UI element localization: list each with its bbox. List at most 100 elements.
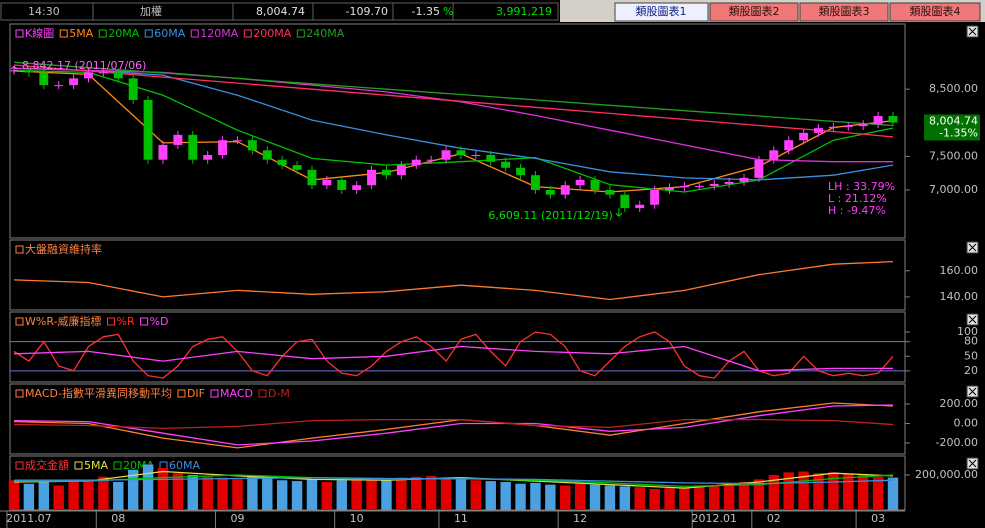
series-line <box>13 64 894 138</box>
tab-label[interactable]: 類股圖表2 <box>729 4 780 18</box>
candle <box>739 177 749 182</box>
legend-label: W%R-威廉指標 <box>25 314 102 328</box>
candle <box>456 150 466 156</box>
legend-label: 60MA <box>169 459 200 472</box>
tab-label[interactable]: 類股圖表3 <box>819 4 870 18</box>
tab-label[interactable]: 類股圖表4 <box>910 4 961 18</box>
y-tick-label: 100 <box>957 325 978 338</box>
candle <box>98 72 108 74</box>
bar <box>798 471 809 510</box>
bar <box>291 481 303 510</box>
last-change: -1.35% <box>939 126 978 139</box>
legend-label: 240MA <box>306 27 344 40</box>
high-label: 8,842.17 (2011/07/06) <box>22 59 146 72</box>
candle <box>888 116 898 123</box>
y-tick-label: 80 <box>964 335 978 348</box>
legend-label: 120MA <box>200 27 238 40</box>
bar <box>857 474 869 510</box>
legend-label: DIF <box>187 387 205 400</box>
candle <box>501 161 511 168</box>
candle <box>590 179 600 190</box>
bar <box>738 481 750 510</box>
candle <box>635 204 645 209</box>
tab[interactable] <box>799 2 889 22</box>
legend-swatch <box>113 461 122 470</box>
pct-sign: % <box>443 5 453 18</box>
bar <box>172 473 184 510</box>
low-label: 6,609.11 (2011/12/19) <box>488 209 612 222</box>
bar <box>723 483 735 510</box>
candle <box>292 165 302 170</box>
bar <box>589 484 601 510</box>
candle <box>396 165 406 176</box>
bar <box>843 474 854 510</box>
tab[interactable] <box>889 2 981 22</box>
bar <box>530 482 541 510</box>
series-line <box>13 260 894 301</box>
bar <box>887 477 899 510</box>
y-tick-label: 0.00 <box>954 417 979 430</box>
candle <box>754 159 764 178</box>
legend-swatch <box>59 29 68 38</box>
bar <box>247 476 258 510</box>
y-tick-label: 200.00 <box>940 397 979 410</box>
legend-label: 大盤融資維持率 <box>25 242 102 256</box>
y-tick-label: 50 <box>964 349 978 362</box>
bar <box>83 481 94 510</box>
bar <box>545 484 556 510</box>
bar <box>813 473 824 510</box>
candle <box>247 140 257 151</box>
bar <box>98 476 109 510</box>
bar <box>828 472 839 510</box>
candle <box>545 189 555 195</box>
legend-label: 20MA <box>108 27 139 40</box>
bar <box>485 481 496 510</box>
bar <box>649 488 660 510</box>
candle <box>858 124 868 127</box>
candle <box>799 132 809 141</box>
close-buttons <box>966 25 979 470</box>
close-icon <box>968 27 977 468</box>
legend-label: MACD-指數平滑異同移動平均 <box>25 386 172 400</box>
candle <box>39 72 49 86</box>
bar <box>321 481 333 510</box>
bar <box>440 478 452 510</box>
panel-frame <box>9 311 906 383</box>
legend-label: 5MA <box>69 27 93 40</box>
tabs: 類股圖表1 類股圖表2 類股圖表3 類股圖表4 <box>614 2 981 22</box>
bar <box>768 474 780 510</box>
bar <box>783 472 794 510</box>
candle <box>665 187 674 190</box>
bar <box>23 483 35 510</box>
tab[interactable] <box>709 2 799 22</box>
series-line <box>13 331 894 379</box>
candle <box>605 189 615 195</box>
tab[interactable] <box>614 2 709 22</box>
series-line <box>13 470 894 489</box>
candle <box>441 150 451 160</box>
bar <box>664 488 675 510</box>
bar <box>336 480 347 510</box>
tab-label[interactable]: 類股圖表1 <box>636 4 687 18</box>
bar <box>753 479 765 510</box>
bar <box>560 485 571 510</box>
bar <box>38 481 50 510</box>
candle <box>322 179 332 186</box>
candle <box>337 179 347 190</box>
legend-swatch <box>15 245 24 254</box>
bar <box>574 483 586 510</box>
x-tick-label: 02 <box>767 512 781 525</box>
candle <box>873 116 883 125</box>
candle <box>769 150 779 160</box>
candle <box>694 185 704 187</box>
bar <box>709 485 720 510</box>
bar <box>351 479 362 510</box>
time: 14:30 <box>28 5 60 18</box>
series-line <box>13 61 894 127</box>
candle <box>24 70 34 73</box>
bar <box>515 483 526 510</box>
legend-swatch <box>15 29 24 38</box>
candle <box>277 159 287 166</box>
candle <box>352 185 362 190</box>
